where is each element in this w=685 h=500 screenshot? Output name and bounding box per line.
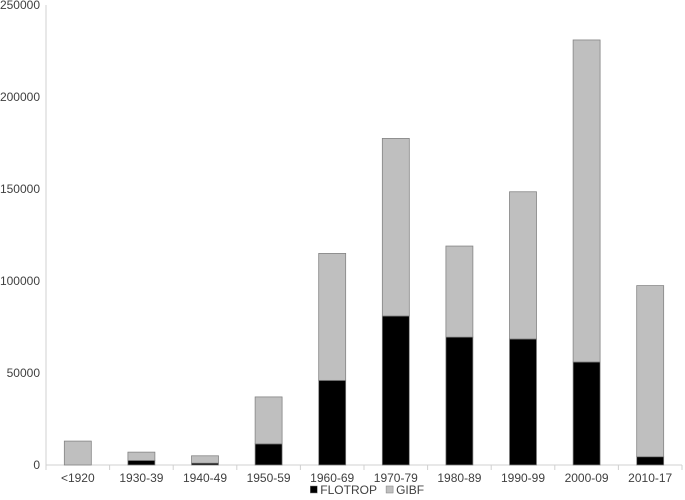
legend: FLOTROP GIBF bbox=[310, 483, 424, 497]
bars bbox=[63, 39, 665, 466]
x-tick-label: 1930-39 bbox=[119, 471, 163, 485]
bar-flotrop bbox=[318, 379, 347, 466]
y-tick-label: 50000 bbox=[7, 366, 41, 380]
bar-flotrop bbox=[509, 338, 537, 466]
bar-gibf bbox=[63, 440, 92, 466]
y-tick-label: 250000 bbox=[0, 0, 40, 12]
y-tick-label: 0 bbox=[33, 458, 40, 472]
bar-flotrop bbox=[572, 361, 601, 466]
legend-label-flotrop: FLOTROP bbox=[320, 483, 377, 497]
legend-swatch-gibf bbox=[385, 485, 394, 494]
y-tick-label: 200000 bbox=[0, 90, 40, 104]
x-tick-label: 1990-99 bbox=[501, 471, 545, 485]
x-tick-label: 1960-69 bbox=[310, 471, 354, 485]
bar-gibf bbox=[254, 396, 283, 445]
bar-gibf bbox=[572, 39, 601, 363]
bar-flotrop bbox=[254, 443, 283, 466]
tick-labels: 0 50000 100000 150000 200000 250000 <1920 1930-… bbox=[0, 0, 673, 485]
bar-gibf bbox=[127, 451, 156, 461]
legend-label-gibf: GIBF bbox=[396, 483, 424, 497]
x-tick-label: 1940-49 bbox=[183, 471, 227, 485]
bar-gibf bbox=[636, 285, 665, 458]
bar-flotrop bbox=[127, 460, 156, 466]
bar-gibf bbox=[381, 138, 410, 317]
bar-gibf bbox=[318, 253, 347, 381]
legend-swatch-flotrop bbox=[310, 485, 318, 494]
bar-gibf bbox=[191, 455, 219, 464]
bar-gibf bbox=[509, 191, 537, 340]
x-tick-label: 1980-89 bbox=[437, 471, 481, 485]
x-tick-label: 2010-17 bbox=[628, 471, 672, 485]
bar-gibf bbox=[445, 245, 474, 338]
y-tick-label: 100000 bbox=[0, 274, 40, 288]
x-tick-label: 1950-59 bbox=[247, 471, 291, 485]
bar-flotrop bbox=[445, 336, 474, 466]
bar-flotrop bbox=[381, 315, 410, 466]
x-tick-label: 1970-79 bbox=[374, 471, 418, 485]
y-tick-label: 150000 bbox=[0, 182, 40, 196]
x-tick-label: 2000-09 bbox=[565, 471, 609, 485]
x-tick-label: <1920 bbox=[61, 471, 95, 485]
bar-flotrop bbox=[636, 456, 665, 466]
